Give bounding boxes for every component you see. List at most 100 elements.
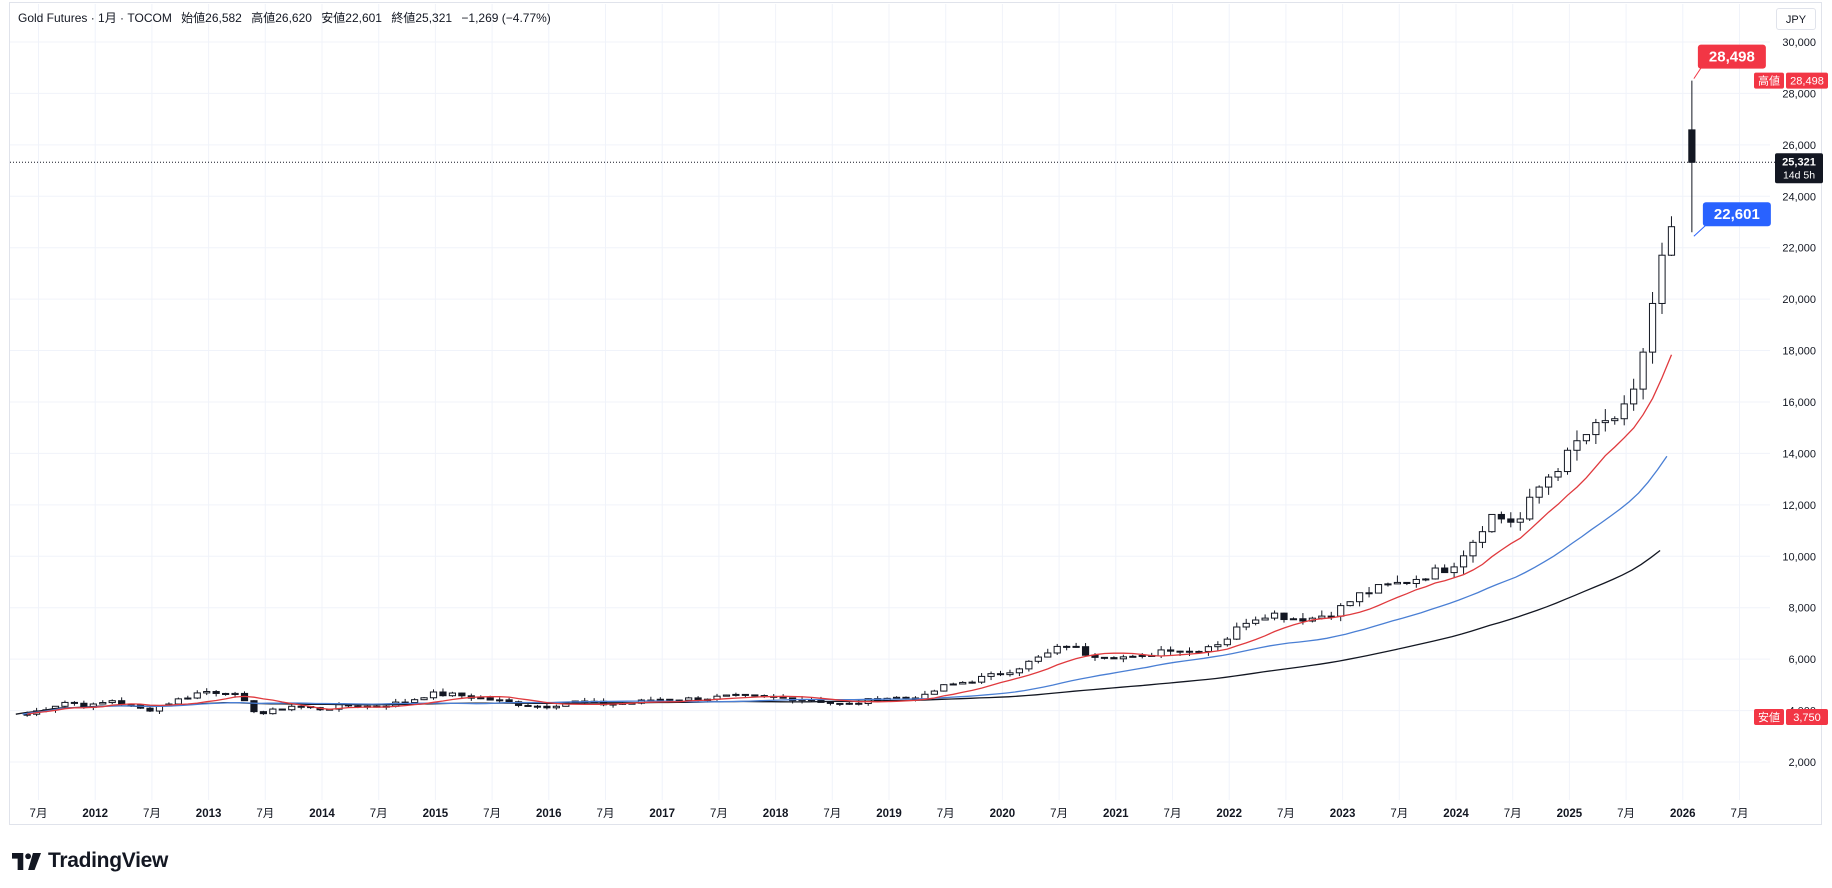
- x-tick-label: 2016: [536, 808, 562, 820]
- candle-up: [1204, 646, 1213, 652]
- x-tick-label: 7月: [597, 808, 615, 820]
- candle-up: [685, 697, 693, 701]
- x-tick-label: 2012: [82, 808, 108, 820]
- symbol-legend: Gold Futures · 1月 · TOCOM 始値26,582 高値26,…: [18, 9, 557, 26]
- candle-up: [1289, 618, 1298, 621]
- candle-up: [1318, 615, 1326, 619]
- x-tick-label: 2015: [423, 808, 449, 820]
- candle-down: [222, 692, 230, 695]
- tradingview-logo[interactable]: TradingView: [12, 849, 168, 873]
- x-tick-label: 7月: [1390, 808, 1408, 820]
- highest-high-callout: 28,498: [1693, 44, 1766, 79]
- candle-up: [845, 702, 853, 705]
- candle-up: [61, 701, 69, 707]
- legend-close: 終値25,321: [391, 11, 453, 25]
- candle-up: [1431, 567, 1439, 580]
- grid: [10, 4, 1770, 800]
- low-axis-tag-tag-bg: [1754, 708, 1784, 725]
- x-tick-label: 7月: [1617, 808, 1635, 820]
- highest-high-callout-label: 28,498: [1709, 49, 1755, 66]
- candle-up: [1563, 449, 1572, 473]
- candle-up: [1412, 578, 1420, 585]
- x-tick-label: 2013: [196, 808, 222, 820]
- candle-up: [108, 700, 116, 704]
- candle-up: [949, 683, 957, 686]
- candle-down: [278, 708, 286, 711]
- candle-down: [118, 700, 126, 705]
- chart-frame: [9, 2, 1822, 825]
- x-tick-label: 7月: [1731, 808, 1749, 820]
- candle-down: [543, 705, 551, 709]
- candle-up: [477, 697, 485, 700]
- y-tick-label: 30,000: [1782, 37, 1816, 49]
- highest-high-callout-pointer: [1693, 66, 1703, 79]
- candle-up: [1129, 655, 1137, 658]
- legend-open: 始値26,582: [181, 11, 242, 25]
- candle-up: [1459, 555, 1468, 568]
- candle-down: [1688, 129, 1696, 163]
- candle-up: [1356, 592, 1364, 603]
- candle-up: [1611, 418, 1619, 422]
- candle-up: [1582, 434, 1591, 442]
- legend-symbol[interactable]: Gold Futures · 1月 · TOCOM: [18, 11, 172, 25]
- y-tick-label: 16,000: [1782, 397, 1816, 409]
- candle-up: [1620, 403, 1628, 420]
- candle-up: [1554, 471, 1562, 478]
- candle-down: [259, 711, 268, 715]
- candle-up: [987, 673, 995, 677]
- candle-up: [1346, 601, 1354, 607]
- candles: [23, 80, 1696, 717]
- candle-down: [212, 691, 220, 694]
- candle-up: [420, 697, 428, 701]
- logo-text: TradingView: [48, 849, 169, 872]
- y-tick-label: 6,000: [1788, 654, 1816, 666]
- candle-up: [1374, 584, 1383, 594]
- candle-up: [1648, 302, 1657, 353]
- candle-up: [1337, 605, 1345, 617]
- candle-up: [1025, 660, 1033, 670]
- y-tick-label: 14,000: [1782, 448, 1816, 460]
- candle-down: [250, 700, 258, 713]
- last-price-bg: [1775, 153, 1823, 184]
- candle-down: [70, 701, 79, 704]
- candle-up: [722, 694, 731, 697]
- candle-up: [1592, 422, 1600, 436]
- x-tick-label: 2017: [649, 808, 675, 820]
- x-tick-label: 2019: [876, 808, 902, 820]
- candle-up: [448, 692, 457, 697]
- x-tick-label: 7月: [937, 808, 955, 820]
- candle-down: [1110, 657, 1118, 660]
- y-tick-label: 20,000: [1782, 294, 1816, 306]
- candle-down: [1327, 615, 1335, 618]
- lowest-low-callout-label: 22,601: [1714, 206, 1760, 223]
- candle-up: [1044, 652, 1052, 658]
- low-axis-tag-value: 3,750: [1793, 712, 1821, 724]
- candle-up: [174, 698, 182, 705]
- low-axis-tag-value-bg: [1786, 708, 1828, 725]
- x-tick-label: 2020: [990, 808, 1016, 820]
- candle-down: [779, 696, 787, 699]
- candle-up: [1006, 672, 1014, 676]
- legend-high: 高値26,620: [251, 11, 312, 25]
- x-tick-label: 2021: [1103, 808, 1129, 820]
- candle-down: [996, 673, 1005, 676]
- currency-button[interactable]: JPY: [1776, 8, 1816, 30]
- candle-up: [1488, 513, 1496, 533]
- x-tick-label: 2014: [309, 808, 335, 820]
- y-tick-label: 12,000: [1782, 500, 1816, 512]
- candle-up: [1214, 644, 1222, 648]
- candle-down: [533, 705, 542, 708]
- candle-up: [184, 697, 192, 700]
- x-tick-label: 7月: [710, 808, 728, 820]
- candle-down: [458, 692, 466, 697]
- candle-up: [1223, 638, 1231, 646]
- candle-up: [1261, 617, 1269, 621]
- tradingview-logo-icon: [12, 852, 41, 870]
- candle-down: [902, 696, 910, 699]
- candle-up: [1242, 622, 1250, 628]
- candle-down: [524, 704, 532, 707]
- x-tick-label: 2026: [1670, 808, 1696, 820]
- candle-up: [1053, 645, 1061, 654]
